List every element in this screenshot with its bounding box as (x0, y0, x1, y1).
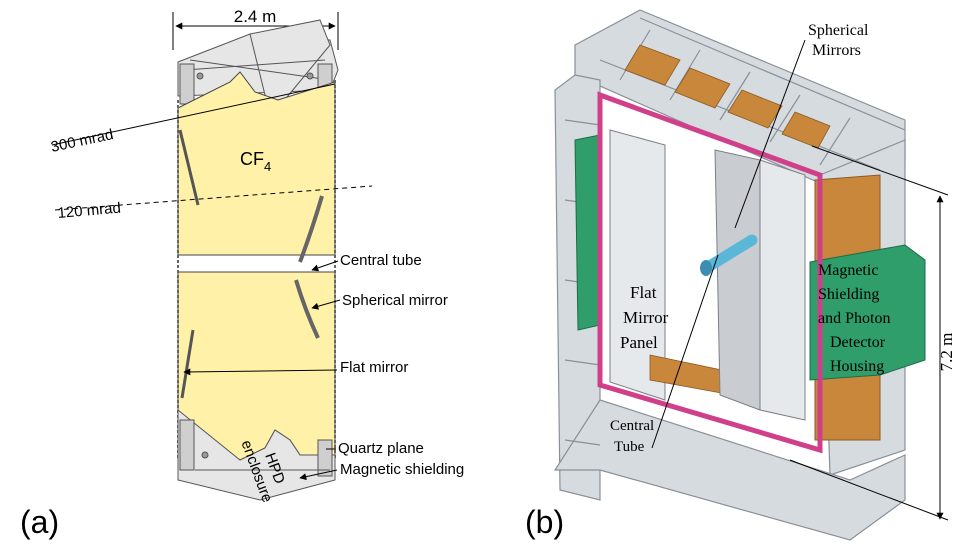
flat-mirror-panel (609, 129, 666, 401)
magnetic-label-1: Magnetic (818, 262, 878, 279)
left-photon-housing (574, 134, 601, 331)
spherical-mirror-lower (294, 279, 320, 339)
quartz-plane-callout: Quartz plane (338, 440, 424, 457)
magnetic-shielding-housing (809, 244, 926, 381)
spherical-mirror-upper (298, 195, 324, 263)
central-tube-label-1: Central (610, 418, 654, 434)
panel-a-label: (a) (20, 504, 59, 540)
central-tube-leader-b (651, 254, 719, 449)
magnetic-label-2: Shielding (818, 286, 879, 303)
spherical-mirror-panel (714, 149, 761, 411)
top-frame (177, 19, 339, 109)
flat-mirror-callout: Flat mirror (340, 359, 408, 376)
angle-upper-label: 300 mrad (49, 126, 115, 156)
flat-panel-label-1: Flat (630, 283, 657, 302)
spherical-mirrors-label-1: Spherical (808, 22, 869, 39)
flat-panel-label-2: Mirror (623, 308, 669, 327)
angle-120-line (54, 185, 373, 211)
spherical-mirrors-leader (734, 39, 806, 229)
width-label: 2.4 m (234, 7, 277, 26)
flat-mirror-upper (178, 129, 200, 206)
flat-mirror-lower (180, 329, 195, 399)
panel-b-label: (b) (525, 504, 564, 540)
spherical-mirror-callout: Spherical mirror (342, 292, 448, 309)
flat-mirror-leader (183, 368, 338, 376)
central-tube-leader (311, 260, 339, 272)
central-tube-label-2: Tube (614, 439, 645, 455)
spherical-mirror-leader (311, 299, 341, 310)
height-label: 7.2 m (937, 333, 956, 372)
top-orange-panels (624, 44, 831, 149)
magnetic-label-4: Detector (830, 334, 886, 351)
angle-300-line (51, 83, 336, 146)
height-extension-bottom (789, 459, 949, 521)
magnetic-shielding-callout: Magnetic shielding (340, 461, 464, 478)
magnetic-label-5: Housing (830, 358, 884, 375)
magnetic-shielding-leader (299, 469, 338, 481)
magnetic-label-3: and Photon (818, 310, 890, 327)
angle-lower-label: 120 mrad (57, 200, 122, 222)
panel-b: 7.2 m Spherical Mirrors Flat Mirror Pane… (525, 9, 956, 541)
gas-volume-upper (177, 71, 336, 256)
flat-panel-label-3: Panel (620, 333, 658, 352)
spherical-mirror-panel-right (759, 159, 806, 421)
magenta-frame (597, 91, 823, 454)
gas-label: CF4 (240, 149, 271, 174)
height-extension-top (811, 145, 949, 196)
spherical-mirrors-label-2: Mirrors (812, 42, 861, 59)
central-tube-callout: Central tube (340, 252, 422, 269)
panel-a: 2.4 m (20, 7, 464, 540)
